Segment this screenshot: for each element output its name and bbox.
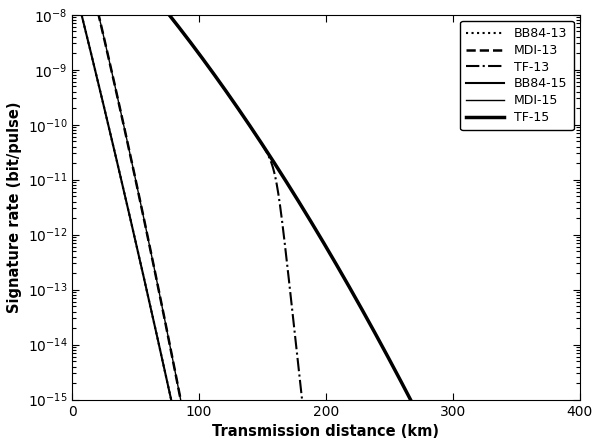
Line: MDI-13: MDI-13 xyxy=(72,0,181,402)
MDI-13 xyxy=(178,400,185,405)
X-axis label: Transmission distance (km): Transmission distance (km) xyxy=(212,424,439,439)
TF-15 xyxy=(224,91,231,96)
TF-13 xyxy=(271,169,278,174)
Legend: BB84-13, MDI-13, TF-13, BB84-15, MDI-15, TF-15: BB84-13, MDI-13, TF-13, BB84-15, MDI-15,… xyxy=(460,21,574,130)
BB84-15 xyxy=(104,120,112,125)
BB84-15 xyxy=(116,173,124,178)
Line: MDI-15: MDI-15 xyxy=(72,0,181,402)
TF-15 xyxy=(197,54,205,59)
TF-13 xyxy=(194,49,201,54)
BB84-13 xyxy=(74,0,82,4)
TF-15 xyxy=(183,35,190,40)
BB84-13 xyxy=(116,173,124,178)
BB84-13 xyxy=(154,335,161,340)
MDI-15 xyxy=(139,208,146,213)
Line: BB84-15: BB84-15 xyxy=(72,0,172,402)
BB84-15 xyxy=(168,400,175,405)
MDI-15 xyxy=(178,400,185,405)
TF-13 xyxy=(165,11,172,17)
TF-13 xyxy=(299,399,306,405)
BB84-13 xyxy=(97,88,104,93)
Line: TF-13: TF-13 xyxy=(72,0,302,402)
BB84-15 xyxy=(154,335,161,340)
Line: TF-15: TF-15 xyxy=(72,0,412,402)
Y-axis label: Signature rate (bit/pulse): Signature rate (bit/pulse) xyxy=(7,101,22,313)
MDI-13 xyxy=(139,208,146,213)
TF-15 xyxy=(369,326,376,331)
TF-13 xyxy=(242,118,250,123)
MDI-13 xyxy=(155,288,163,293)
BB84-13 xyxy=(168,400,175,405)
Line: BB84-13: BB84-13 xyxy=(72,0,172,402)
BB84-13 xyxy=(104,120,112,125)
BB84-15 xyxy=(97,88,104,93)
BB84-13 xyxy=(161,369,169,375)
BB84-15 xyxy=(74,0,82,4)
MDI-15 xyxy=(155,288,163,293)
TF-15 xyxy=(349,290,356,296)
TF-15 xyxy=(409,400,416,405)
BB84-15 xyxy=(161,369,169,375)
